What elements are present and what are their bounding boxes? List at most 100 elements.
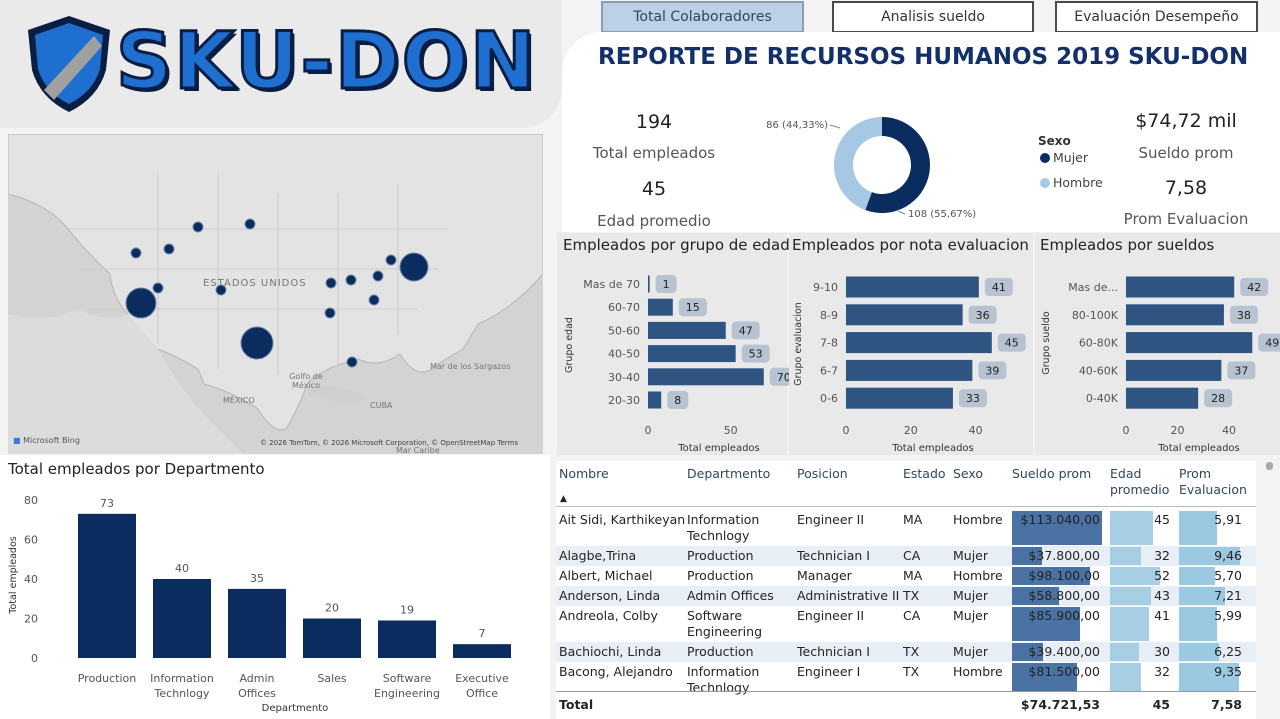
- data-label: 40: [175, 562, 189, 575]
- bar: [846, 387, 953, 409]
- table-cell: Admin Offices: [687, 588, 774, 603]
- x-tick-label: Production: [78, 672, 137, 685]
- data-bar-eval: [1179, 663, 1239, 691]
- map-bubble: [345, 274, 357, 286]
- x-tick-label: Sales: [317, 672, 347, 685]
- legend-sexo: Sexo Mujer Hombre: [1038, 134, 1103, 190]
- bar: [648, 368, 764, 386]
- column-header[interactable]: Sueldo prom: [1012, 466, 1092, 481]
- legend-label-mujer: Mujer: [1053, 150, 1089, 165]
- data-label: 15: [686, 301, 700, 314]
- x-axis-label: Total empleados: [1157, 443, 1240, 454]
- bar: [1126, 332, 1253, 354]
- map-bubble: [192, 221, 204, 233]
- table-cell: Mujer: [953, 548, 989, 563]
- map-bubble: [215, 284, 227, 296]
- column-header[interactable]: Nombre: [559, 466, 609, 481]
- data-label-bg: [997, 333, 1026, 352]
- y-tick-label: 80-100K: [1072, 309, 1119, 322]
- map-label-usa: ESTADOS UNIDOS: [203, 278, 307, 289]
- y-axis-label: Grupo edad: [564, 317, 575, 373]
- data-bar-sueldo: [1012, 607, 1080, 641]
- table-row[interactable]: [556, 642, 1256, 662]
- y-tick-label: 60-80K: [1079, 337, 1119, 350]
- y-tick-label: Mas de...: [1068, 281, 1118, 294]
- map-background: [8, 134, 543, 454]
- data-label: 19: [400, 603, 414, 616]
- map-label-sargazos: Mar de los Sargazos: [430, 362, 511, 371]
- table-cell-sueldo: $39.400,00: [1028, 644, 1100, 659]
- table-cell: Mujer: [953, 608, 989, 623]
- bar: [846, 332, 992, 354]
- column-header[interactable]: Posicion: [797, 466, 848, 481]
- employee-table[interactable]: Nombre Departmento Posicion Estado Sexo Sueld…: [556, 461, 1256, 719]
- bar: [648, 298, 673, 316]
- table-cell: Technician I: [797, 644, 870, 659]
- map-bubble: [346, 356, 358, 368]
- data-label: 70: [777, 371, 789, 384]
- kpi-edad-promedio-label: Edad promedio: [597, 212, 711, 230]
- bar: [648, 275, 650, 293]
- kpi-prom-evaluacion-value: 7,58: [1164, 177, 1208, 199]
- column-header[interactable]: Sexo: [953, 466, 984, 481]
- data-label: 73: [100, 497, 114, 510]
- kpi-sueldo-prom-value: $74,72 mil: [1135, 110, 1237, 132]
- data-bar-edad: [1110, 607, 1149, 641]
- table-cell: Software Engineering: [687, 608, 762, 639]
- table-cell: Alagbe,Trina: [559, 548, 637, 563]
- data-label: 47: [739, 324, 753, 337]
- table-scrollbar[interactable]: [1266, 462, 1273, 470]
- map-visual[interactable]: ESTADOS UNIDOS Golfo de México MÉXICO CU…: [8, 134, 543, 454]
- y-tick-label: 50-60: [608, 324, 640, 337]
- column-header[interactable]: Prom Evaluacion: [1179, 466, 1247, 497]
- table-cell: TX: [903, 588, 920, 603]
- map-bubble: [385, 254, 397, 266]
- table-cell: CA: [903, 548, 921, 563]
- x-tick-label: Admin Offices: [238, 672, 276, 700]
- column-header[interactable]: Edad promedio: [1110, 466, 1170, 497]
- map-bubble: [152, 282, 164, 294]
- data-label-bg: [1240, 278, 1269, 296]
- bar: [1126, 387, 1199, 409]
- chart-empleados-por-grupo-edad: Empleados por grupo de edad Mas de 70 1 60-…: [563, 236, 789, 454]
- data-bar-sueldo: [1012, 511, 1102, 545]
- data-label-bg: [769, 367, 789, 386]
- y-tick-label: 40: [24, 573, 38, 586]
- data-label-bg: [678, 298, 707, 317]
- table-cell: Technician I: [797, 548, 870, 563]
- tab-evaluacion-desempeno[interactable]: Evaluación Desempeño: [1055, 1, 1258, 33]
- tab-total-colaboradores[interactable]: Total Colaboradores: [601, 1, 804, 33]
- table-row[interactable]: [556, 546, 1256, 566]
- table-cell: Hombre: [953, 512, 1003, 527]
- data-label: 38: [1237, 309, 1251, 322]
- table-row[interactable]: [556, 586, 1256, 606]
- bar: [648, 391, 662, 409]
- data-bar-eval: [1179, 547, 1240, 565]
- map-bubble: [125, 287, 157, 319]
- x-tick-label: 50: [724, 424, 738, 437]
- map-label-cuba: CUBA: [370, 401, 393, 410]
- table-cell: Engineer II: [797, 608, 865, 623]
- chart-empleados-por-nota-evaluacion: Empleados por nota evaluacion 9-10 41 8-9 36…: [792, 236, 1029, 454]
- chart-empleados-por-sueldos: Empleados por sueldos Mas de... 42 80-100K 3…: [1040, 236, 1280, 454]
- data-label-bg: [958, 389, 987, 408]
- x-tick-label: 0: [645, 424, 652, 437]
- data-label: 33: [966, 392, 980, 405]
- page-title: REPORTE DE RECURSOS HUMANOS 2019 SKU-DON: [598, 44, 1249, 70]
- chart-title-nota: Empleados por nota evaluacion: [792, 236, 1029, 254]
- column-header[interactable]: Estado: [903, 466, 946, 481]
- map-label-golfo: Golfo de México: [289, 372, 323, 390]
- donut-label-hombre: 86 (44,33%): [766, 120, 828, 131]
- data-label: 41: [992, 281, 1006, 294]
- data-bar-sueldo: [1012, 587, 1059, 605]
- map-bubble: [163, 243, 175, 255]
- tab-analisis-sueldo[interactable]: Analisis sueldo: [832, 1, 1034, 33]
- y-tick-label: 0-6: [820, 392, 838, 405]
- column-header[interactable]: Departmento: [687, 466, 771, 481]
- table-cell-eval: 6,25: [1214, 644, 1242, 659]
- data-label-bg: [741, 344, 770, 363]
- sort-indicator: ▲: [560, 494, 567, 504]
- data-bar-sueldo: [1012, 547, 1042, 565]
- map-bubble: [372, 270, 384, 282]
- map-bubbles: [125, 218, 429, 368]
